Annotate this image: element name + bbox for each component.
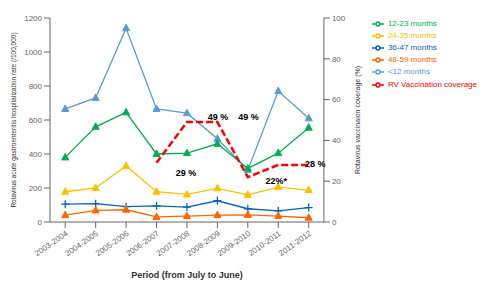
- svg-text:29 %: 29 %: [176, 168, 197, 178]
- svg-text:1200: 1200: [24, 14, 42, 23]
- svg-text:0: 0: [38, 218, 43, 227]
- svg-text:100: 100: [332, 14, 346, 23]
- svg-text:0: 0: [332, 218, 337, 227]
- html-text:<12 months: <12 months: [387, 67, 430, 77]
- html-text:RV Vaccination coverage: RV Vaccination coverage: [387, 79, 477, 89]
- svg-text:49 %: 49 %: [208, 112, 229, 122]
- svg-text:2011-2012: 2011-2012: [277, 229, 313, 258]
- svg-text:2003-2004: 2003-2004: [33, 228, 70, 259]
- svg-text:1000: 1000: [24, 48, 42, 57]
- svg-text:2004-2005: 2004-2005: [63, 228, 101, 259]
- svg-text:Rotavirus vaccinaion coverage: Rotavirus vaccinaion coverage (%): [354, 66, 362, 174]
- svg-text:Rotavirus acute gastroenteriti: Rotavirus acute gastroenteritis hospital…: [10, 32, 18, 207]
- svg-text:49 %: 49 %: [238, 112, 259, 122]
- html-text:12-23 months: 12-23 months: [387, 19, 437, 29]
- svg-text:20: 20: [332, 177, 341, 186]
- svg-text:80: 80: [332, 55, 341, 64]
- svg-text:600: 600: [29, 116, 43, 125]
- svg-text:28 %: 28 %: [305, 159, 326, 169]
- svg-text:Period (from July to June): Period (from July to June): [131, 270, 243, 280]
- svg-text:2008-2009: 2008-2009: [185, 228, 222, 259]
- svg-text:60: 60: [332, 95, 341, 104]
- html-text:24-35 months: 24-35 months: [387, 31, 437, 41]
- html-text:48-59 months: 48-59 months: [387, 55, 437, 65]
- svg-text:2010-2011: 2010-2011: [247, 229, 283, 258]
- svg-text:200: 200: [29, 184, 43, 193]
- svg-text:800: 800: [29, 82, 43, 91]
- svg-text:400: 400: [29, 150, 43, 159]
- svg-text:2005-2006: 2005-2006: [94, 228, 131, 259]
- svg-text:22%*: 22%*: [266, 176, 288, 186]
- svg-text:2009-2010: 2009-2010: [216, 229, 253, 259]
- svg-text:40: 40: [332, 136, 341, 145]
- html-text:36-47 months: 36-47 months: [387, 43, 437, 53]
- svg-text:2006-2007: 2006-2007: [124, 228, 161, 259]
- svg-text:2007-2008: 2007-2008: [154, 228, 192, 259]
